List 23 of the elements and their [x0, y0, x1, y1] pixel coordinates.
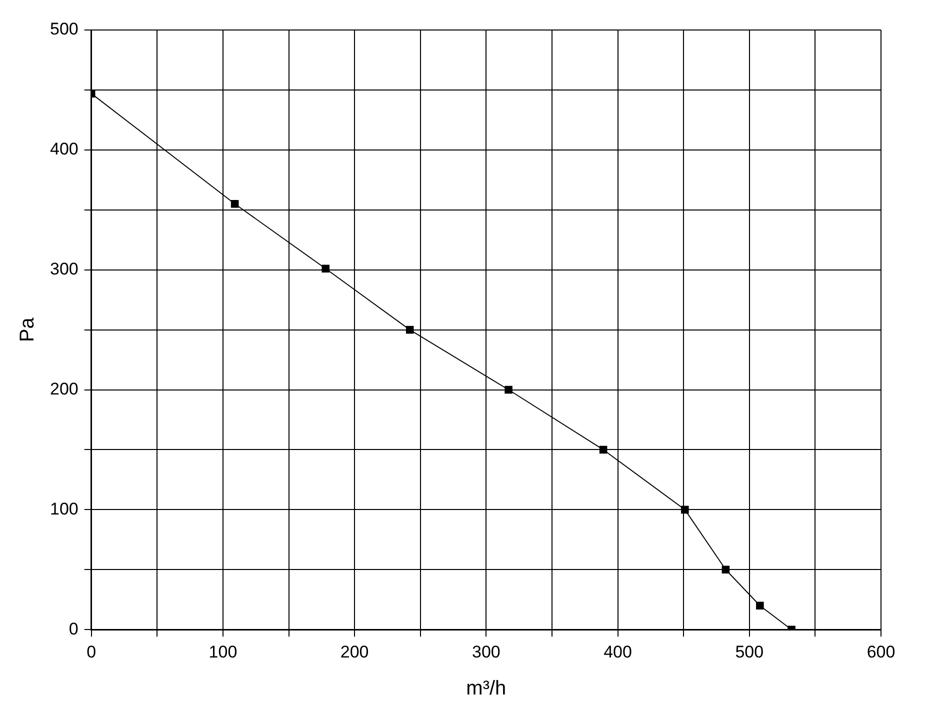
point [599, 446, 608, 454]
x-tick-label: 500 [735, 642, 764, 662]
y-axis-title: Pa [16, 316, 39, 342]
x-tick-label: 400 [604, 642, 632, 662]
x-tick-label: 300 [472, 642, 500, 662]
point [504, 386, 512, 394]
y-tick-label: 0 [68, 619, 78, 638]
point [756, 602, 764, 610]
x-tick-label: 200 [340, 642, 369, 662]
y-tick-label: 400 [50, 140, 78, 159]
x-tick-label: 600 [866, 642, 896, 662]
x-tick-label: 0 [86, 642, 96, 662]
x-tick-label: 100 [208, 642, 238, 662]
point [722, 566, 730, 574]
y-tick-label: 100 [50, 499, 78, 518]
x-axis-title: m³/h [466, 678, 506, 700]
point [230, 200, 239, 208]
y-tick-label: 300 [50, 260, 78, 279]
y-tick-label: 500 [50, 20, 78, 39]
point [322, 264, 330, 273]
point [681, 506, 689, 514]
y-tick-label: 200 [50, 379, 78, 398]
point [406, 326, 414, 334]
